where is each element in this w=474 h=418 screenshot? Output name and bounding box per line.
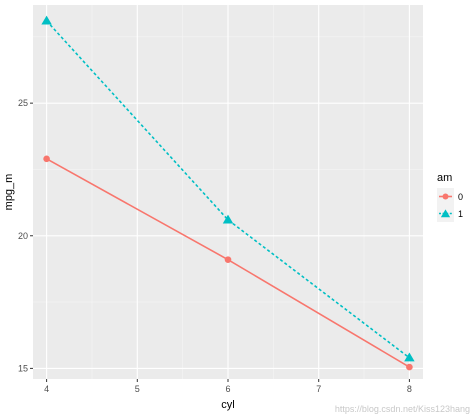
series-layer — [41, 15, 415, 371]
legend-key-marker — [442, 193, 449, 200]
legend-label: 1 — [458, 209, 463, 219]
x-axis-ticks: 4 5 6 7 8 — [44, 379, 412, 394]
watermark-text: https://blog.csdn.net/Kiss123hang — [335, 404, 470, 414]
data-point-0 — [406, 363, 413, 371]
y-axis-title: mpg_m — [3, 174, 15, 211]
legend-label: 0 — [458, 192, 463, 202]
x-tick-label: 6 — [225, 384, 230, 394]
data-point-1 — [222, 214, 234, 224]
legend-key-marker — [440, 209, 451, 218]
legend-title: am — [437, 172, 452, 184]
legend: am 01 — [437, 172, 463, 222]
y-tick-label: 20 — [18, 231, 28, 241]
y-tick-label: 15 — [18, 363, 28, 373]
y-axis-ticks: 15 20 25 — [18, 98, 33, 373]
data-point-0 — [43, 155, 50, 163]
data-point-1 — [404, 352, 415, 362]
legend-keys: 01 — [437, 188, 463, 222]
x-tick-label: 8 — [407, 384, 412, 394]
major-gridlines — [33, 5, 423, 379]
x-tick-label: 7 — [316, 384, 321, 394]
x-tick-label: 5 — [135, 384, 140, 394]
data-point-0 — [224, 256, 232, 263]
y-tick-label: 25 — [18, 98, 28, 108]
x-axis-title: cyl — [221, 399, 234, 411]
x-tick-label: 4 — [44, 384, 49, 394]
data-point-1 — [41, 15, 52, 25]
